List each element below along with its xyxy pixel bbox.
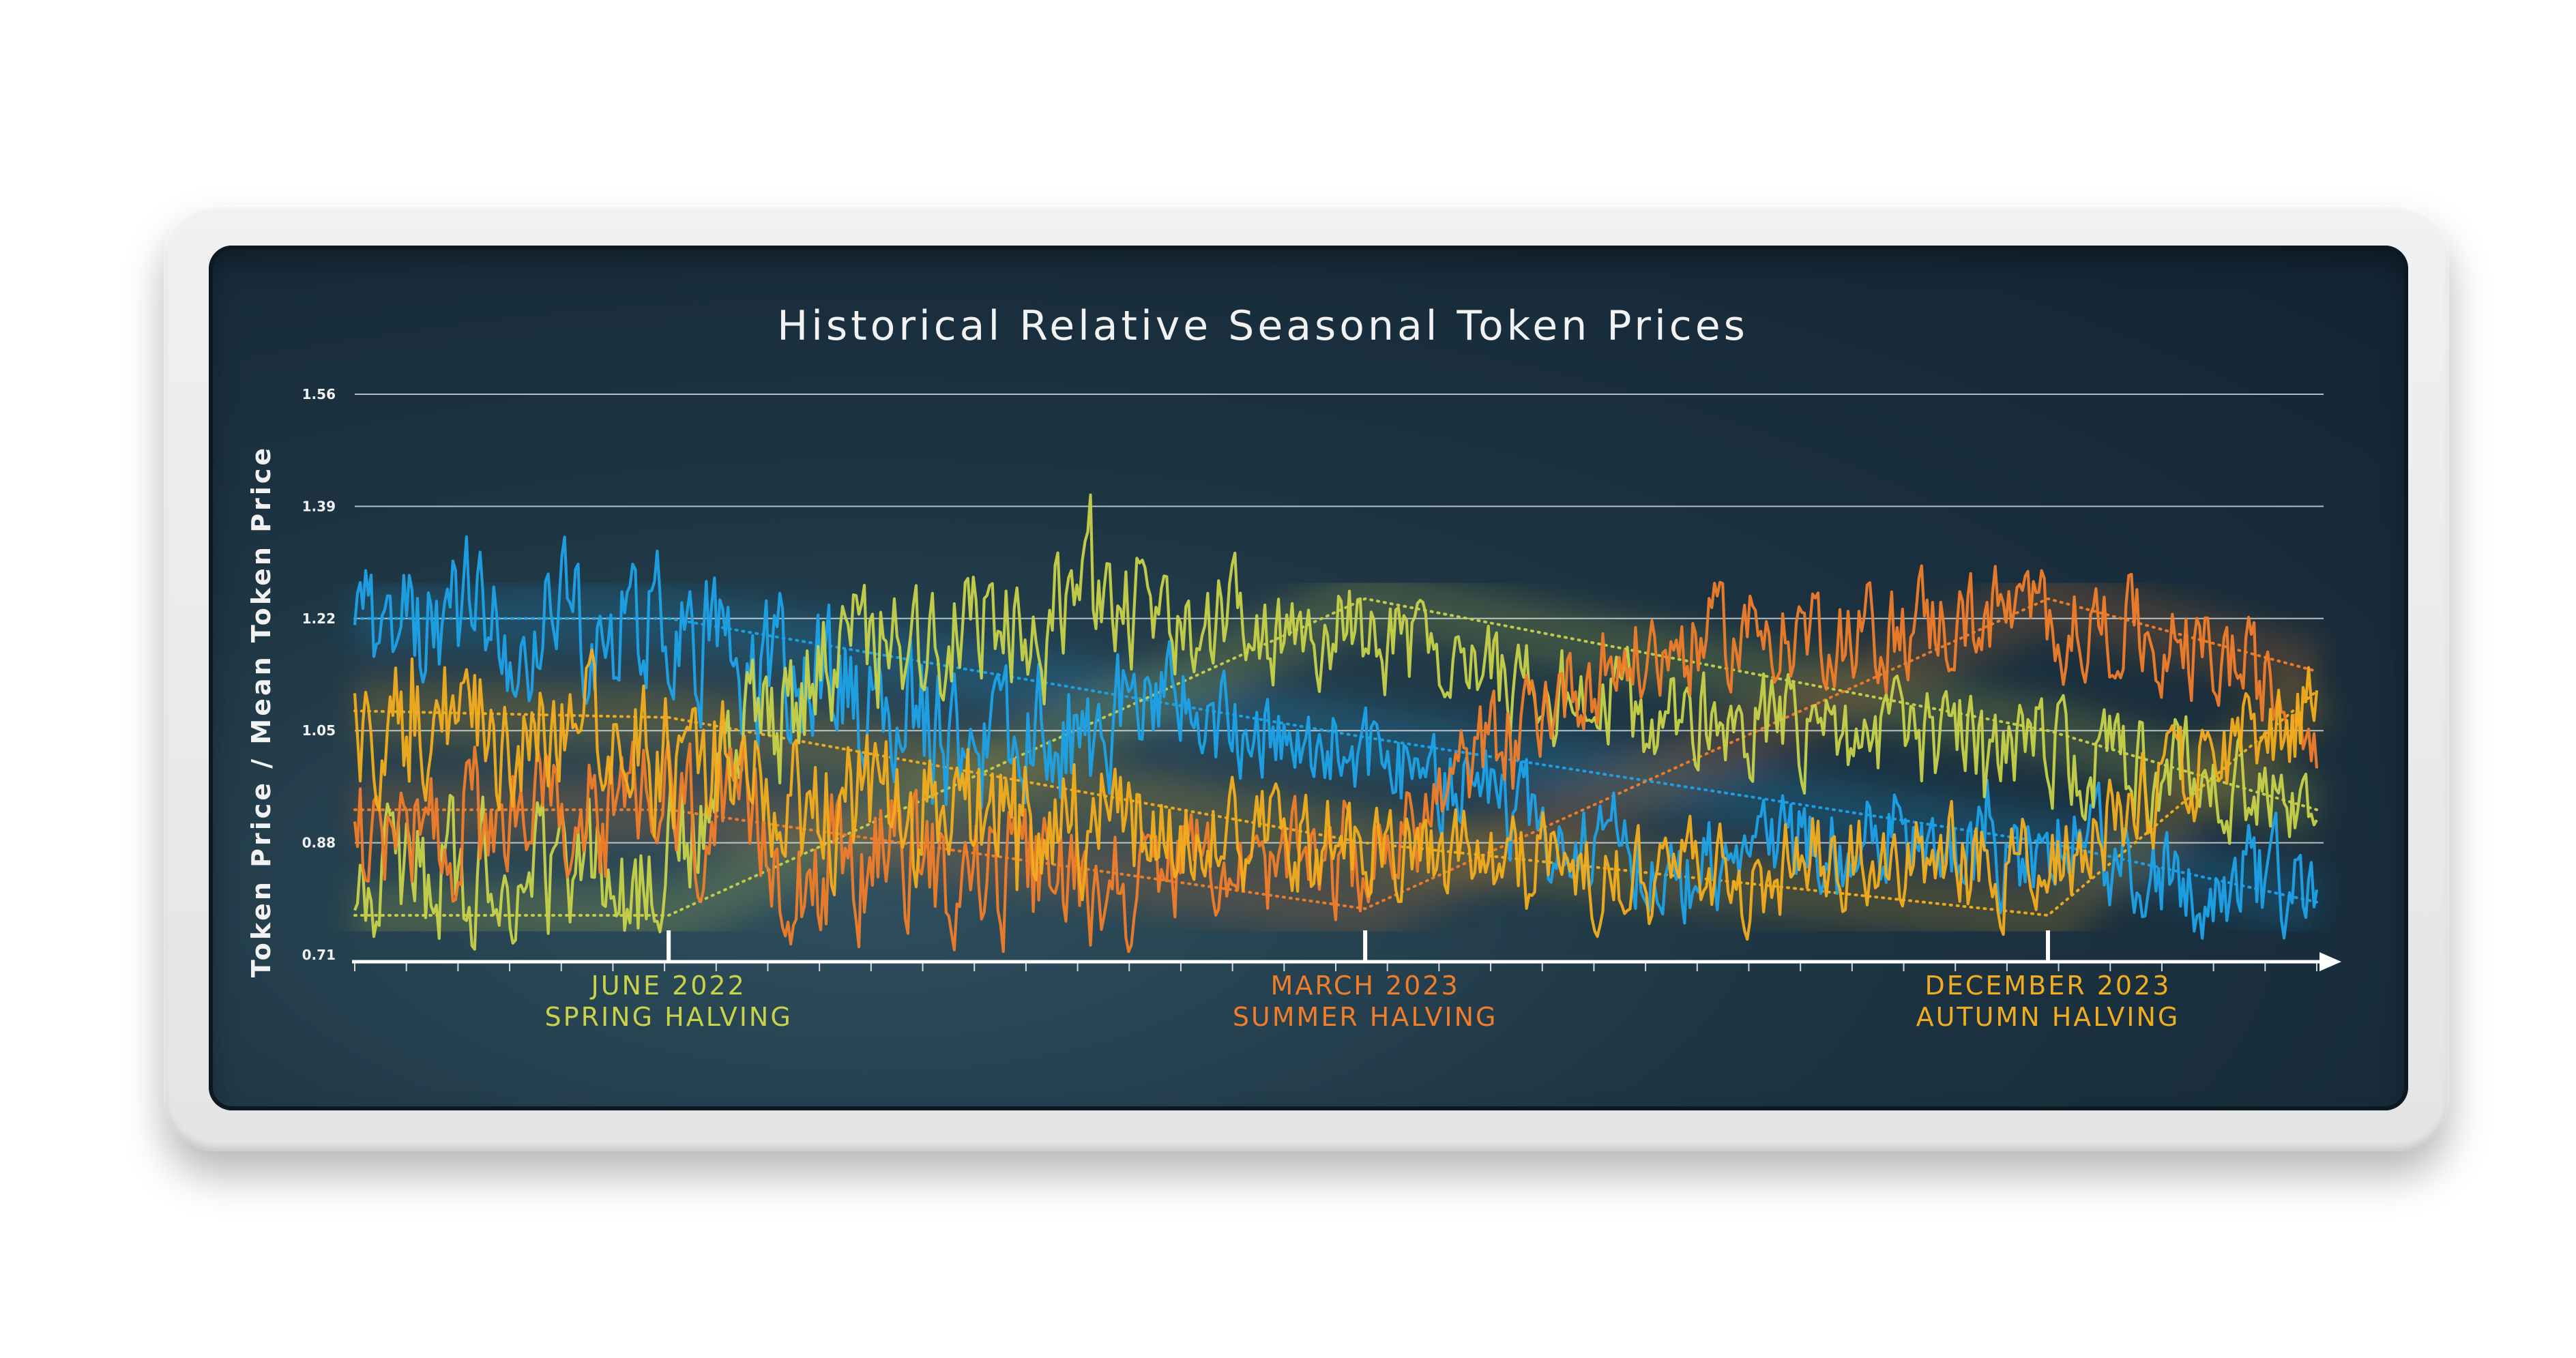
chart-screen: Historical Relative Seasonal Token Price… — [209, 246, 2408, 1110]
series-line-3 — [353, 648, 2319, 941]
x-axis — [352, 952, 2341, 971]
halving-date: DECEMBER 2023 — [1925, 971, 2171, 1001]
y-tick-label: 0.88 — [302, 835, 336, 851]
series-line-2 — [353, 564, 2319, 954]
trend-line-2 — [353, 597, 2318, 911]
halving-date: JUNE 2022 — [590, 971, 746, 1001]
halving-label: SPRING HALVING — [545, 1002, 793, 1032]
series-line-0 — [353, 535, 2319, 940]
halving-label: AUTUMN HALVING — [1916, 1002, 2180, 1032]
halving-label: SUMMER HALVING — [1233, 1002, 1498, 1032]
y-tick-label: 1.05 — [302, 722, 336, 739]
y-tick-label: 1.22 — [302, 610, 336, 627]
y-tick-label: 1.39 — [302, 498, 336, 514]
series-layer — [353, 493, 2319, 954]
x-axis-arrowhead — [2319, 952, 2341, 971]
chart-svg: Historical Relative Seasonal Token Price… — [246, 302, 2341, 1032]
trend-line-0 — [353, 617, 2318, 904]
chart-title: Historical Relative Seasonal Token Price… — [777, 302, 1748, 350]
y-axis-label: Token Price / Mean Token Price — [246, 445, 276, 977]
halving-date: MARCH 2023 — [1271, 971, 1460, 1001]
y-tick-label: 1.56 — [302, 386, 336, 402]
y-tick-label: 0.71 — [302, 947, 336, 963]
